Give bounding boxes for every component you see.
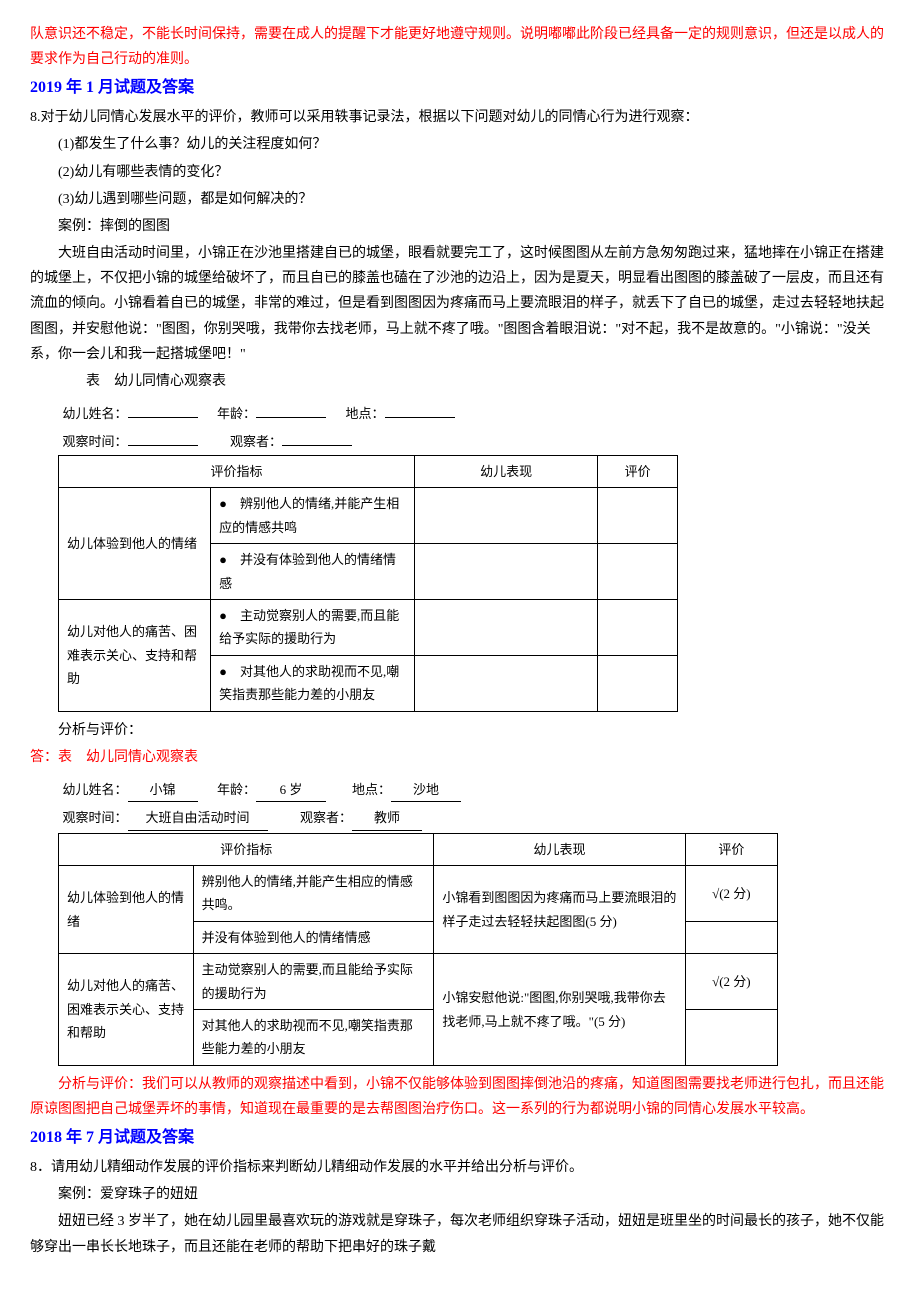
answer-label: 答：表 幼儿同情心观察表 [30, 745, 890, 770]
table1-header-row1: 幼儿姓名： 年龄： 地点： [59, 400, 678, 427]
case-1-label: 案例：摔倒的图图 [30, 214, 890, 239]
t2-r1-eval: √(2 分) [685, 866, 777, 922]
t2-col-behavior: 幼儿表现 [434, 833, 685, 865]
intro-paragraph: 队意识还不稳定，不能长时间保持，需要在成人的提醒下才能更好地遵守规则。说明嘟嘟此… [30, 22, 890, 72]
t1-r1-eval-b [598, 544, 678, 600]
t1-name-label: 幼儿姓名： [63, 406, 128, 421]
t1-r2-beh-b [415, 655, 598, 711]
t2-age-val: 6 岁 [256, 778, 326, 802]
t2-r2-left: 幼儿对他人的痛苦、困难表示关心、支持和帮助 [59, 954, 194, 1066]
table2-header-row2: 观察时间：大班自由活动时间 观察者：教师 [59, 804, 778, 833]
t1-r2-left: 幼儿对他人的痛苦、困难表示关心、支持和帮助 [59, 599, 211, 711]
t2-name-val: 小锦 [128, 778, 198, 802]
t2-place-label: 地点： [352, 782, 391, 797]
t2-time-label: 观察时间： [63, 810, 128, 825]
t1-r1-left: 幼儿体验到他人的情绪 [59, 488, 211, 600]
t1-observer-label: 观察者： [230, 434, 282, 449]
case-2-body: 妞妞已经 3 岁半了，她在幼儿园里最喜欢玩的游戏就是穿珠子，每次老师组织穿珠子活… [30, 1209, 890, 1259]
t2-r2-eval: √(2 分) [685, 954, 777, 1010]
t2-col-metric: 评价指标 [59, 833, 434, 865]
t1-r2-a: ● 主动觉察别人的需要,而且能给予实际的援助行为 [211, 599, 415, 655]
t1-age-label: 年龄： [217, 406, 256, 421]
t2-age-label: 年龄： [217, 782, 256, 797]
t2-observer-val: 教师 [352, 806, 422, 830]
analysis-label: 分析与评价： [30, 718, 890, 743]
t1-r2-b: ● 对其他人的求助视而不见,嘲笑指责那些能力差的小朋友 [211, 655, 415, 711]
t2-time-val: 大班自由活动时间 [128, 806, 268, 830]
t1-r2-eval-b [598, 655, 678, 711]
t2-r2-a: 主动觉察别人的需要,而且能给予实际的援助行为 [193, 954, 434, 1010]
t2-observer-label: 观察者： [300, 810, 352, 825]
case-2-label: 案例：爱穿珠子的妞妞 [30, 1182, 890, 1207]
t2-col-eval: 评价 [685, 833, 777, 865]
question-8-item-3: (3)幼儿遇到哪些问题，都是如何解决的？ [30, 187, 890, 212]
case-1-body: 大班自由活动时间里，小锦正在沙池里搭建自已的城堡，眼看就要完工了，这时候图图从左… [30, 241, 890, 367]
t1-r1-eval-a [598, 488, 678, 544]
t1-col-metric: 评价指标 [59, 456, 415, 488]
t2-r1-eval-b [685, 921, 777, 953]
t1-col-behavior: 幼儿表现 [415, 456, 598, 488]
t2-r1-beh: 小锦看到图图因为疼痛而马上要流眼泪的样子走过去轻轻扶起图图(5 分) [434, 866, 685, 954]
t2-r1-left: 幼儿体验到他人的情绪 [59, 866, 194, 954]
table1-header-row2: 观察时间： 观察者： [59, 428, 678, 456]
section-heading-2018: 2018 年 7 月试题及答案 [30, 1124, 890, 1153]
t1-r1-beh-b [415, 544, 598, 600]
t1-r1-b: ● 并没有体验到他人的情绪情感 [211, 544, 415, 600]
table2-header-row1: 幼儿姓名：小锦 年龄：6 岁 地点：沙地 [59, 776, 778, 804]
t1-time-label: 观察时间： [63, 434, 128, 449]
t2-place-val: 沙地 [391, 778, 461, 802]
t2-r1-b: 并没有体验到他人的情绪情感 [193, 921, 434, 953]
t1-r1-beh-a [415, 488, 598, 544]
section-heading-2019: 2019 年 1 月试题及答案 [30, 74, 890, 103]
t2-r1-a: 辨别他人的情绪,并能产生相应的情感共鸣。 [193, 866, 434, 922]
t2-r2-beh: 小锦安慰他说:"图图,你别哭哦,我带你去找老师,马上就不疼了哦。"(5 分) [434, 954, 685, 1066]
question-8-lead: 8.对于幼儿同情心发展水平的评价，教师可以采用轶事记录法，根据以下问题对幼儿的同… [30, 105, 890, 130]
t1-col-eval: 评价 [598, 456, 678, 488]
observation-table-filled: 幼儿姓名：小锦 年龄：6 岁 地点：沙地 观察时间：大班自由活动时间 观察者：教… [58, 776, 778, 1066]
analysis-red: 分析与评价：我们可以从教师的观察描述中看到，小锦不仅能够体验到图图摔倒池沿的疼痛… [30, 1072, 890, 1122]
t1-r1-a: ● 辨别他人的情绪,并能产生相应的情感共鸣 [211, 488, 415, 544]
question-8-item-1: (1)都发生了什么事？幼儿的关注程度如何？ [30, 132, 890, 157]
observation-table-blank: 幼儿姓名： 年龄： 地点： 观察时间： 观察者： 评价指标 幼儿表现 评价 幼儿… [58, 400, 678, 711]
t1-r2-eval-a [598, 599, 678, 655]
table1-title: 表 幼儿同情心观察表 [30, 369, 890, 394]
question-8-item-2: (2)幼儿有哪些表情的变化？ [30, 160, 890, 185]
t2-r2-b: 对其他人的求助视而不见,嘲笑指责那些能力差的小朋友 [193, 1010, 434, 1066]
t2-r2-eval-b [685, 1010, 777, 1066]
t1-r2-beh-a [415, 599, 598, 655]
t1-place-label: 地点： [346, 406, 385, 421]
t2-name-label: 幼儿姓名： [63, 782, 128, 797]
question-8b: 8．请用幼儿精细动作发展的评价指标来判断幼儿精细动作发展的水平并给出分析与评价。 [30, 1155, 890, 1180]
